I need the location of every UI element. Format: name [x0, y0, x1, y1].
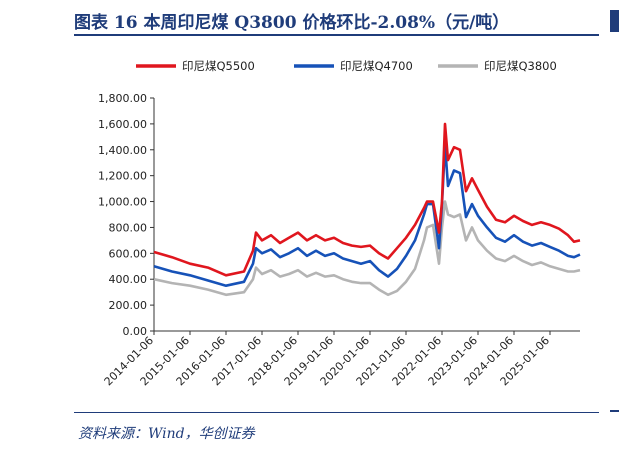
title-divider [74, 34, 599, 36]
x-axis: 2014-01-062015-01-062016-01-062017-01-06… [102, 330, 580, 388]
y-tick-label: 1,400.00 [98, 144, 147, 157]
y-tick-label: 0.00 [123, 325, 148, 338]
y-tick-label: 1,200.00 [98, 170, 147, 183]
y-tick-label: 800.00 [109, 221, 148, 234]
y-tick-label: 1,800.00 [98, 92, 147, 105]
y-tick-label: 1,000.00 [98, 196, 147, 209]
legend-label-2: 印尼煤Q3800 [484, 59, 557, 73]
adjacent-figure-edge-rule [610, 410, 619, 412]
footer-divider [74, 412, 599, 413]
series-line-1 [153, 143, 581, 287]
legend-label-1: 印尼煤Q4700 [340, 59, 413, 73]
y-tick-label: 200.00 [109, 299, 148, 312]
chart-title: 图表 16 本周印尼煤 Q3800 价格环比-2.08%（元/吨） [74, 13, 510, 33]
y-axis: 0.00 200.00 400.00 600.00 800.00 1,000.00 1,20… [98, 92, 155, 338]
series-line-0 [153, 122, 581, 277]
y-tick-label: 1,600.00 [98, 118, 147, 131]
source-note: 资料来源：Wind，华创证券 [78, 426, 255, 442]
series-line-2 [153, 200, 581, 297]
legend: 印尼煤Q5500 印尼煤Q4700 印尼煤Q3800 [136, 59, 557, 73]
y-tick-label: 600.00 [109, 247, 148, 260]
legend-label-0: 印尼煤Q5500 [182, 59, 255, 73]
plot-area [153, 122, 581, 297]
y-tick-label: 400.00 [109, 273, 148, 286]
adjacent-figure-edge [610, 10, 619, 32]
line-chart: 印尼煤Q5500 印尼煤Q4700 印尼煤Q3800 0.00 200.00 400.0… [98, 59, 581, 388]
